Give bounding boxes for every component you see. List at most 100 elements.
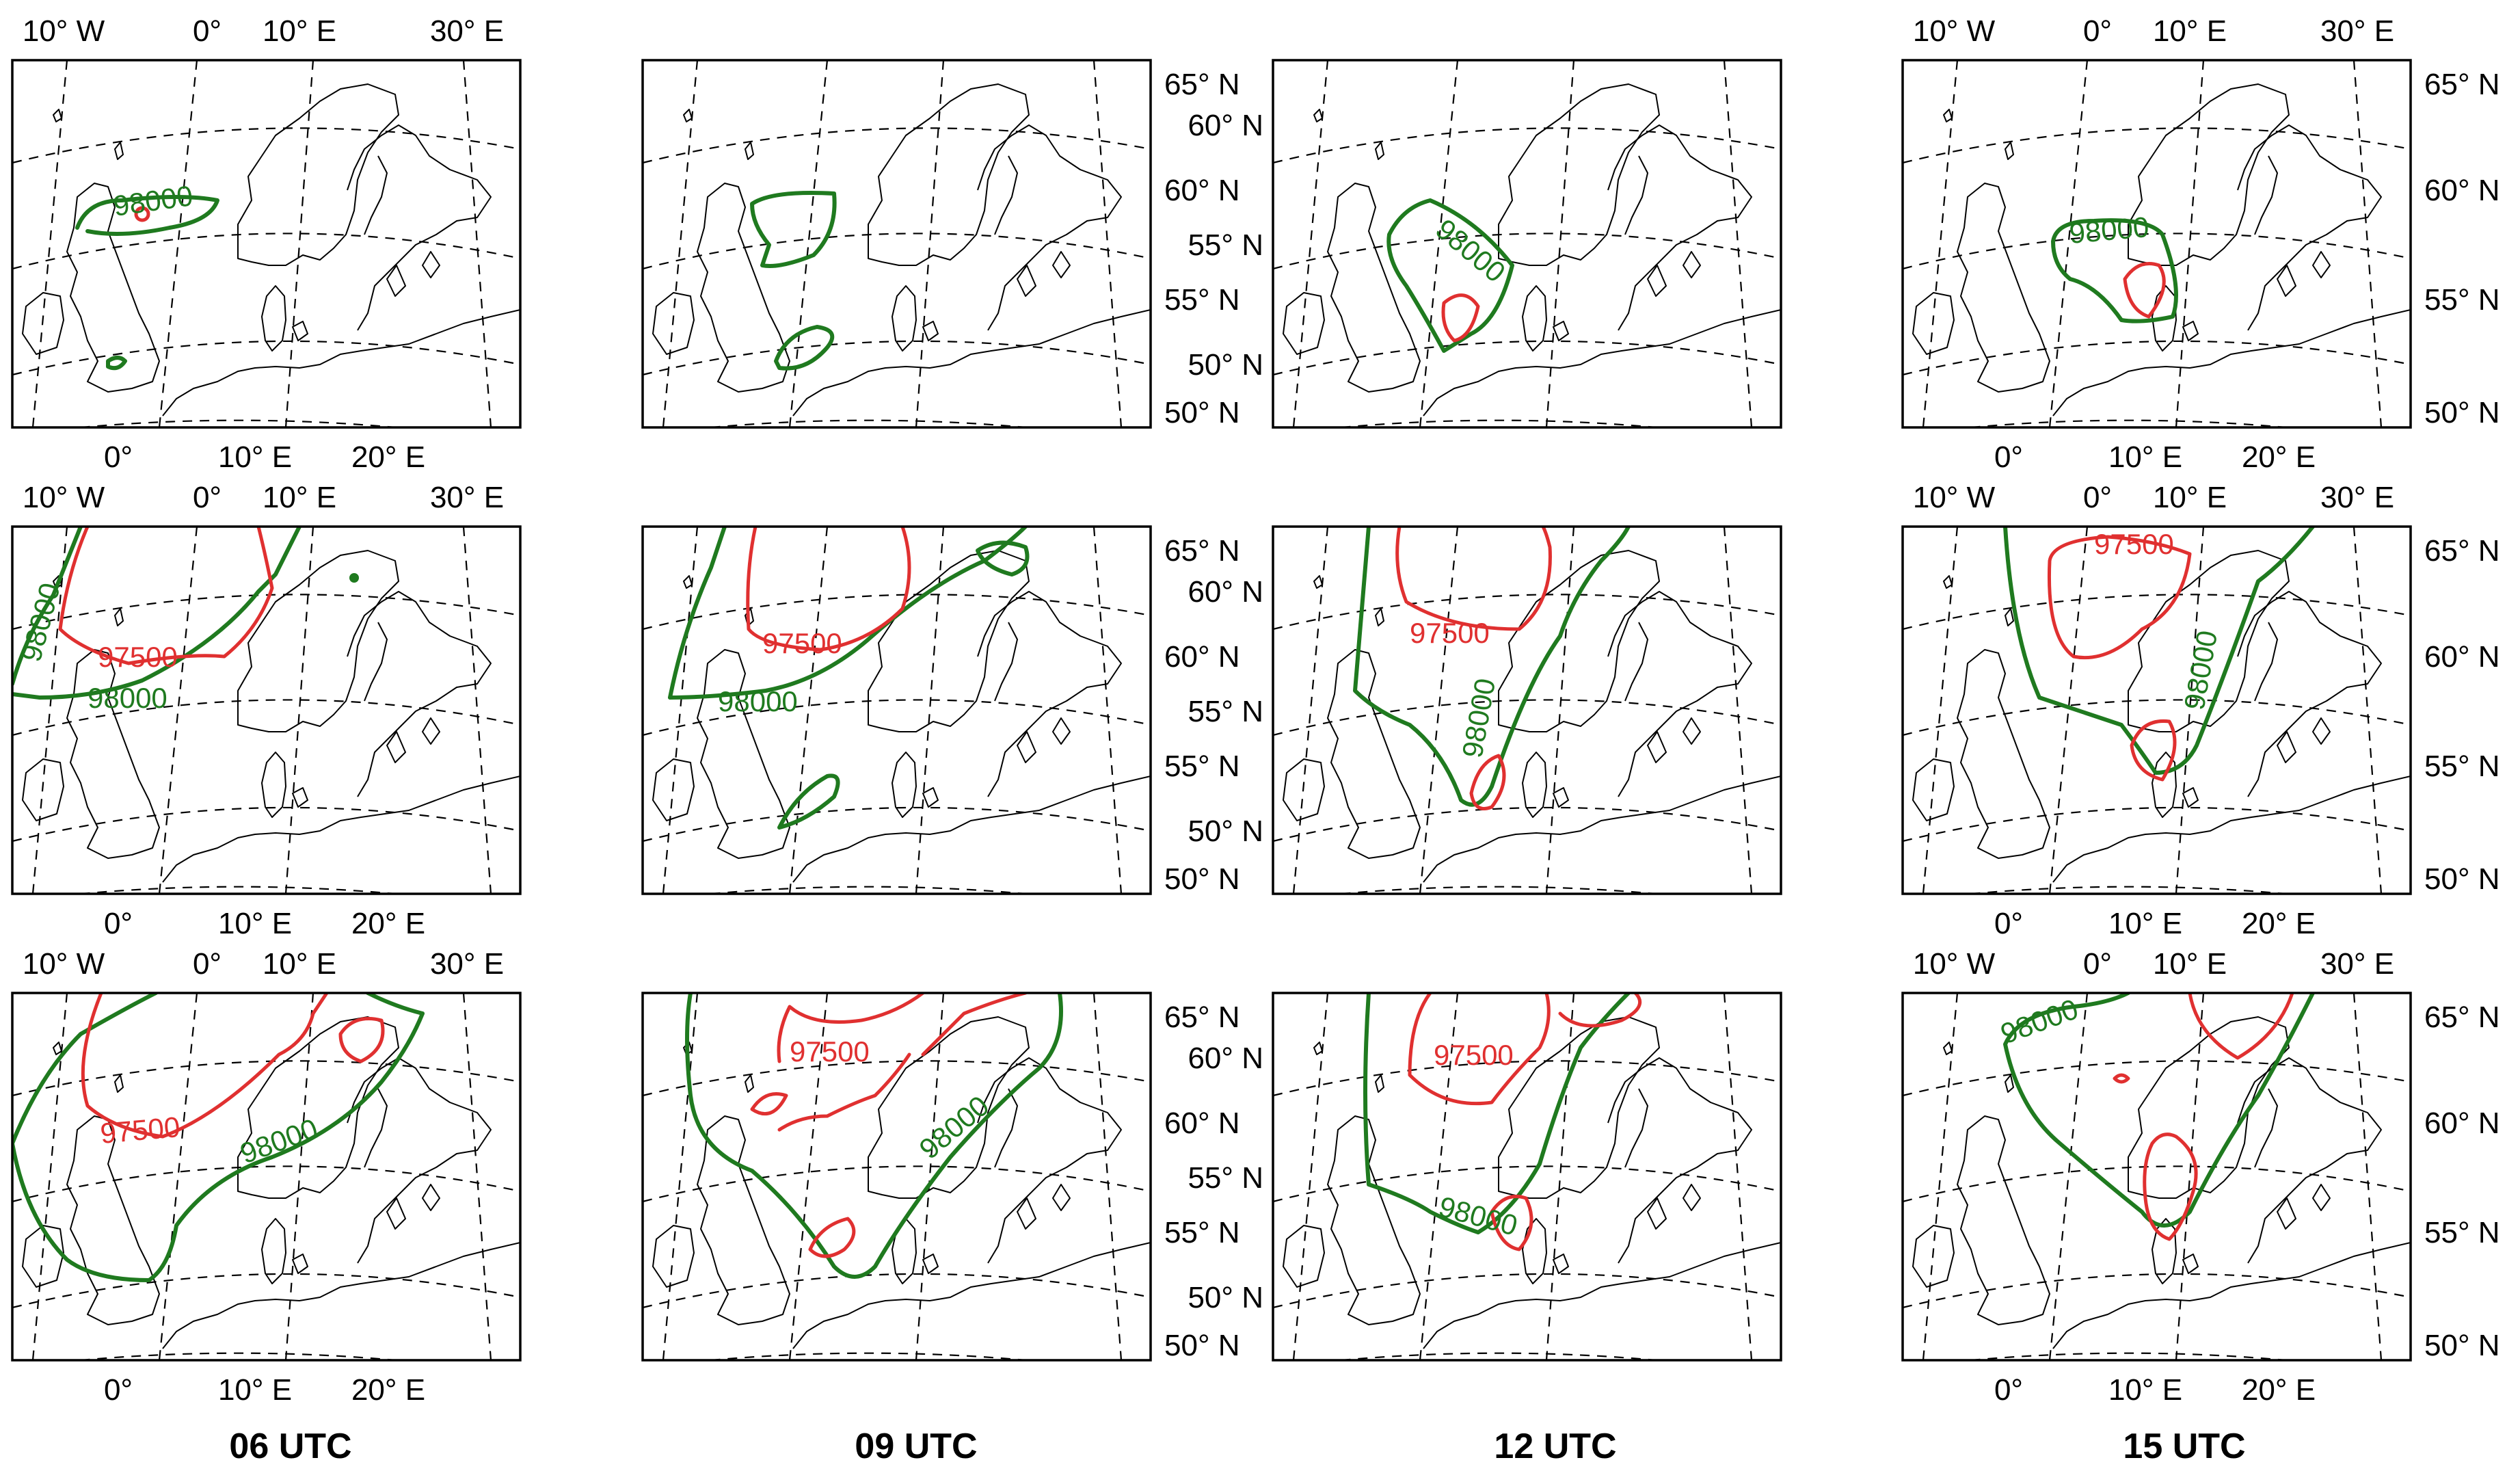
lon-label-bottom: 10° E <box>218 440 292 474</box>
lon-label-top: 0° <box>193 481 222 514</box>
lon-label-bottom: 20° E <box>351 1373 425 1407</box>
lat-label: 60° N <box>1188 109 1263 142</box>
lat-label: 60° N <box>2424 174 2500 207</box>
lon-label-top: 10° W <box>23 947 105 981</box>
lon-label-top: 30° E <box>430 947 504 981</box>
lon-label-bottom: 10° E <box>2108 440 2182 474</box>
coastline-basemap <box>12 993 520 1360</box>
pressure-contours <box>1355 527 1628 809</box>
coastline-basemap <box>1273 60 1781 427</box>
lon-label-bottom: 20° E <box>351 440 425 474</box>
lat-label: 60° N <box>1188 1042 1263 1075</box>
map-panel-r1-c1 <box>11 59 522 429</box>
lon-label-top: 0° <box>193 947 222 981</box>
pressure-contours <box>1996 992 2313 1239</box>
map-frame <box>11 992 522 1362</box>
lat-label: 60° N <box>1188 575 1263 609</box>
lat-label: 55° N <box>1164 1216 1240 1249</box>
lon-label-bottom: 0° <box>1994 440 2023 474</box>
lon-label-top: 10° E <box>263 481 336 514</box>
lon-label-bottom: 10° E <box>2108 907 2182 940</box>
map-frame <box>641 992 1152 1362</box>
lon-label-bottom: 0° <box>1994 1373 2023 1407</box>
lat-label: 55° N <box>1164 750 1240 783</box>
lat-label: 55° N <box>1188 228 1263 262</box>
column-title: 12 UTC <box>1494 1427 1616 1466</box>
map-panel-r2-c4 <box>1901 525 2412 895</box>
lon-label-top: 10° W <box>1913 947 1996 981</box>
lat-label: 55° N <box>1164 283 1240 317</box>
lat-label: 65° N <box>1164 68 1240 101</box>
map-panel-r2-c3 <box>1272 525 1782 895</box>
lon-label-bottom: 20° E <box>2242 1373 2316 1407</box>
lon-label-bottom: 0° <box>104 907 133 940</box>
lon-label-bottom: 0° <box>104 1373 133 1407</box>
lon-label-top: 10° E <box>263 947 336 981</box>
lon-label-top: 30° E <box>2320 947 2394 981</box>
column-title: 15 UTC <box>2123 1427 2245 1466</box>
pressure-contours <box>12 527 359 714</box>
lon-label-bottom: 10° E <box>218 1373 292 1407</box>
map-frame <box>11 525 522 895</box>
lon-label-top: 30° E <box>2320 14 2394 48</box>
lon-label-top: 30° E <box>430 14 504 48</box>
lat-label: 65° N <box>2424 1000 2500 1034</box>
lat-label: 50° N <box>2424 396 2500 429</box>
pressure-contours <box>77 179 217 368</box>
map-panel-r2-c1 <box>11 525 522 895</box>
pressure-contours <box>752 193 835 369</box>
coastline-basemap <box>12 60 520 427</box>
column-title: 06 UTC <box>229 1427 351 1466</box>
lon-label-top: 10° W <box>23 14 105 48</box>
coastline-basemap <box>1903 60 2411 427</box>
lon-label-bottom: 10° E <box>2108 1373 2182 1407</box>
lon-label-bottom: 20° E <box>2242 907 2316 940</box>
lat-label: 65° N <box>2424 68 2500 101</box>
lat-label: 55° N <box>1188 1161 1263 1195</box>
lat-label: 65° N <box>1164 534 1240 568</box>
lon-label-top: 10° E <box>263 14 336 48</box>
coastline-basemap <box>1273 527 1781 894</box>
map-panel-r3-c1 <box>11 992 522 1362</box>
map-frame <box>641 59 1152 429</box>
lon-label-top: 0° <box>2083 14 2112 48</box>
coastline-basemap <box>1903 527 2411 894</box>
lat-label: 55° N <box>1188 695 1263 728</box>
lon-label-top: 10° W <box>1913 14 1996 48</box>
coastline-basemap <box>643 527 1151 894</box>
lat-label: 50° N <box>1188 1281 1263 1314</box>
lon-label-bottom: 20° E <box>2242 440 2316 474</box>
map-frame <box>1901 59 2412 429</box>
pressure-contours <box>1365 993 1640 1249</box>
lon-label-bottom: 0° <box>1994 907 2023 940</box>
pressure-contours <box>2005 527 2313 780</box>
lon-label-top: 10° W <box>23 481 105 514</box>
lat-label: 60° N <box>1164 1106 1240 1140</box>
map-frame <box>1901 525 2412 895</box>
lon-label-top: 0° <box>2083 481 2112 514</box>
lat-label: 55° N <box>2424 283 2500 317</box>
lat-label: 60° N <box>2424 640 2500 674</box>
lon-label-top: 30° E <box>2320 481 2394 514</box>
lat-label: 60° N <box>1164 640 1240 674</box>
lon-label-bottom: 20° E <box>351 907 425 940</box>
map-frame <box>11 59 522 429</box>
lat-label: 50° N <box>1188 348 1263 382</box>
lat-label: 65° N <box>1164 1000 1240 1034</box>
map-panel-r3-c4 <box>1901 992 2412 1362</box>
lat-label: 50° N <box>2424 862 2500 896</box>
map-frame <box>1272 992 1782 1362</box>
lat-label: 60° N <box>1164 174 1240 207</box>
lon-label-top: 10° E <box>2153 947 2227 981</box>
coastline-basemap <box>643 60 1151 427</box>
map-panel-r3-c2 <box>641 992 1152 1362</box>
lat-label: 50° N <box>1164 1329 1240 1362</box>
lon-label-top: 10° E <box>2153 14 2227 48</box>
coastline-basemap <box>643 993 1151 1360</box>
lat-label: 50° N <box>1164 396 1240 429</box>
map-frame <box>1901 992 2412 1362</box>
map-panel-r1-c4 <box>1901 59 2412 429</box>
lat-label: 60° N <box>2424 1106 2500 1140</box>
map-frame <box>641 525 1152 895</box>
